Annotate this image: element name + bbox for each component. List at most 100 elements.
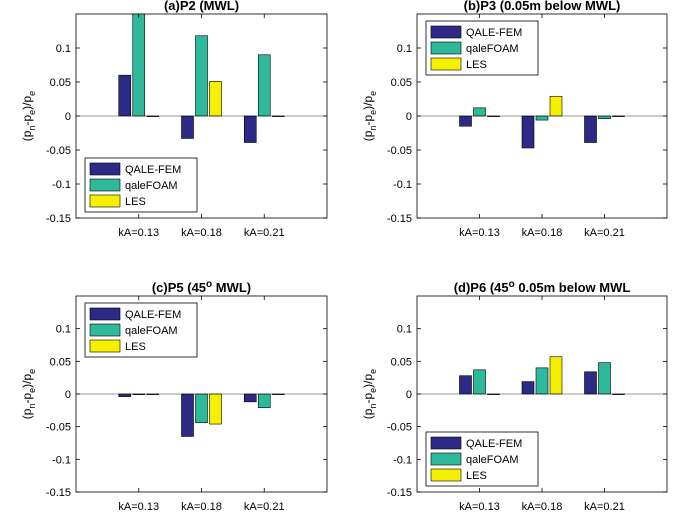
y-axis-label: (pn-pe)/pe (361, 91, 378, 141)
legend-label-les: LES (466, 470, 487, 482)
y-tick-label: -0.15 (387, 213, 412, 225)
legend-label-qalefoam: qaleFOAM (466, 43, 519, 55)
bar-qale-fem-2 (584, 371, 597, 395)
bar-qalefoam-2 (598, 362, 611, 395)
y-tick-label: 0.05 (391, 77, 412, 89)
legend-label-les: LES (125, 341, 146, 353)
y-tick-label: -0.1 (52, 454, 71, 466)
bar-les-1 (209, 393, 222, 425)
subplot-1: -0.15 -0.1 -0.05 0 0.05 0.1 kA=0.13 kA=0.18 kA=0… (20, 0, 328, 239)
y-tick-label: 0 (65, 111, 71, 123)
bar-qalefoam-0 (132, 13, 146, 117)
legend-swatch-qalefoam (89, 323, 121, 337)
legend: QALE-FEM qaleFOAM LES (84, 302, 198, 358)
y-tick-label: -0.05 (387, 422, 412, 434)
legend-swatch-qalefoam (89, 178, 121, 192)
chart-title: (b)P3 (0.05m below MWL) (464, 0, 621, 13)
bar-qale-fem-0 (459, 115, 472, 127)
bar-qalefoam-1 (535, 115, 549, 121)
y-tick-label: -0.05 (46, 422, 71, 434)
legend-label-qale-fem: QALE-FEM (125, 309, 181, 321)
chart-title: (c)P5 (45o MWL) (152, 279, 251, 295)
legend-swatch-les (430, 468, 462, 482)
bar-qale-fem-1 (181, 393, 194, 437)
y-tick-label: -0.05 (387, 145, 412, 157)
legend-swatch-qale-fem (89, 162, 121, 176)
y-tick-label: 0 (406, 389, 412, 401)
x-tick-label: kA=0.13 (118, 227, 159, 239)
bar-les-1 (549, 356, 563, 395)
chart-title: (a)P2 (MWL) (164, 0, 239, 13)
bar-qale-fem-2 (243, 393, 257, 403)
y-tick-label: -0.1 (393, 179, 412, 191)
legend-swatch-les (89, 339, 121, 353)
legend-swatch-qale-fem (430, 436, 462, 450)
bar-qalefoam-2 (598, 115, 611, 120)
x-tick-label: kA=0.21 (244, 501, 285, 513)
y-tick-label: -0.15 (46, 487, 71, 499)
bar-qalefoam-0 (473, 107, 486, 117)
legend-swatch-qalefoam (430, 452, 462, 466)
legend: QALE-FEM qaleFOAM LES (425, 20, 539, 76)
legend: QALE-FEM qaleFOAM LES (84, 157, 198, 213)
x-tick-label: kA=0.18 (522, 227, 563, 239)
y-axis-label: (pn-pe)/pe (361, 369, 378, 419)
legend-label-qale-fem: QALE-FEM (125, 164, 181, 176)
subplot-3: -0.15 -0.1 -0.05 0 0.05 0.1 kA=0.13 kA=0.18 kA=0… (20, 279, 328, 513)
legend-label-qale-fem: QALE-FEM (466, 438, 522, 450)
legend: QALE-FEM qaleFOAM LES (425, 431, 539, 487)
y-tick-label: -0.1 (52, 179, 71, 191)
y-tick-label: 0 (65, 389, 71, 401)
bar-qalefoam-1 (195, 393, 208, 424)
subplot-2: -0.15 -0.1 -0.05 0 0.05 0.1 kA=0.13 kA=0.18 kA=0… (361, 0, 668, 239)
bar-qale-fem-0 (459, 375, 472, 395)
x-tick-label: kA=0.21 (584, 501, 625, 513)
legend-swatch-qale-fem (89, 307, 121, 321)
bar-qale-fem-1 (521, 381, 535, 395)
x-tick-label: kA=0.18 (181, 227, 222, 239)
bar-qalefoam-2 (257, 393, 271, 409)
bar-qalefoam-1 (535, 367, 549, 395)
x-tick-label: kA=0.21 (244, 227, 285, 239)
x-tick-label: kA=0.13 (118, 501, 159, 513)
bar-qalefoam-2 (257, 54, 271, 117)
y-tick-label: 0 (406, 111, 412, 123)
legend-label-qale-fem: QALE-FEM (466, 27, 522, 39)
bar-les-1 (209, 81, 222, 117)
bar-qalefoam-0 (473, 369, 486, 395)
x-tick-label: kA=0.18 (522, 501, 563, 513)
legend-swatch-les (89, 194, 121, 208)
y-tick-label: 0.05 (50, 356, 71, 368)
legend-label-qalefoam: qaleFOAM (466, 454, 519, 466)
y-tick-label: -0.05 (46, 145, 71, 157)
x-tick-label: kA=0.21 (584, 227, 625, 239)
legend-swatch-qale-fem (430, 25, 462, 39)
x-tick-label: kA=0.13 (459, 227, 500, 239)
bar-qalefoam-1 (195, 35, 208, 117)
bar-qale-fem-1 (181, 115, 194, 139)
legend-label-les: LES (466, 59, 487, 71)
bar-qale-fem-2 (243, 115, 257, 143)
chart-title: (d)P6 (45o 0.05m below MWL (454, 279, 631, 295)
bar-qale-fem-0 (118, 393, 132, 397)
subplot-4: -0.15 -0.1 -0.05 0 0.05 0.1 kA=0.13 kA=0.18 kA=0… (361, 279, 668, 513)
y-tick-label: 0.1 (397, 324, 412, 336)
bar-qale-fem-2 (584, 115, 597, 143)
legend-label-les: LES (125, 196, 146, 208)
y-axis-label: (pn-pe)/pe (20, 369, 37, 419)
bar-les-1 (549, 95, 563, 117)
y-tick-label: -0.15 (387, 487, 412, 499)
y-axis-label: (pn-pe)/pe (20, 91, 37, 141)
y-tick-label: 0.1 (397, 43, 412, 55)
legend-swatch-qalefoam (430, 41, 462, 55)
x-tick-label: kA=0.13 (459, 501, 500, 513)
y-tick-label: 0.1 (56, 324, 71, 336)
y-tick-label: -0.1 (393, 454, 412, 466)
legend-label-qalefoam: qaleFOAM (125, 180, 178, 192)
y-tick-label: 0.05 (391, 356, 412, 368)
legend-swatch-les (430, 57, 462, 71)
y-tick-label: 0.1 (56, 43, 71, 55)
bar-qale-fem-1 (521, 115, 535, 149)
